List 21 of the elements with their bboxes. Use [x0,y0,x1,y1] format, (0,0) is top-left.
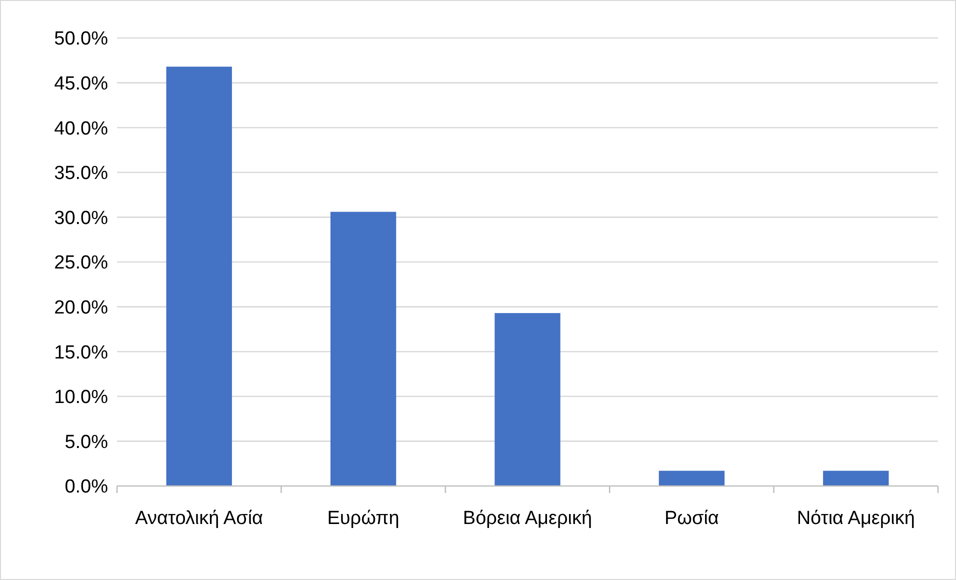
y-tick-label: 25.0% [54,252,108,274]
bar [823,470,889,486]
y-tick-label: 35.0% [54,163,108,184]
x-tick-label: Βόρεια Αμερική [462,508,592,529]
x-tick-label: Ανατολική Ασία [135,508,264,529]
y-tick-label: 40.0% [54,118,108,140]
y-tick-label: 0.0% [64,476,108,498]
y-tick-label: 45.0% [54,73,108,94]
bar [658,470,725,486]
bar [166,66,232,486]
y-tick-label: 50.0% [54,28,108,50]
y-tick-label: 30.0% [54,208,108,229]
bar [494,313,560,486]
x-tick-label: Ευρώπη [327,508,400,529]
y-tick-label: 10.0% [54,387,108,408]
x-tick-label: Νότια Αμερική [796,508,915,529]
x-tick-label: Ρωσία [664,508,719,529]
bar [330,212,396,486]
y-tick-label: 5.0% [64,432,108,453]
y-tick-label: 20.0% [54,297,108,318]
y-tick-label: 15.0% [54,342,108,364]
